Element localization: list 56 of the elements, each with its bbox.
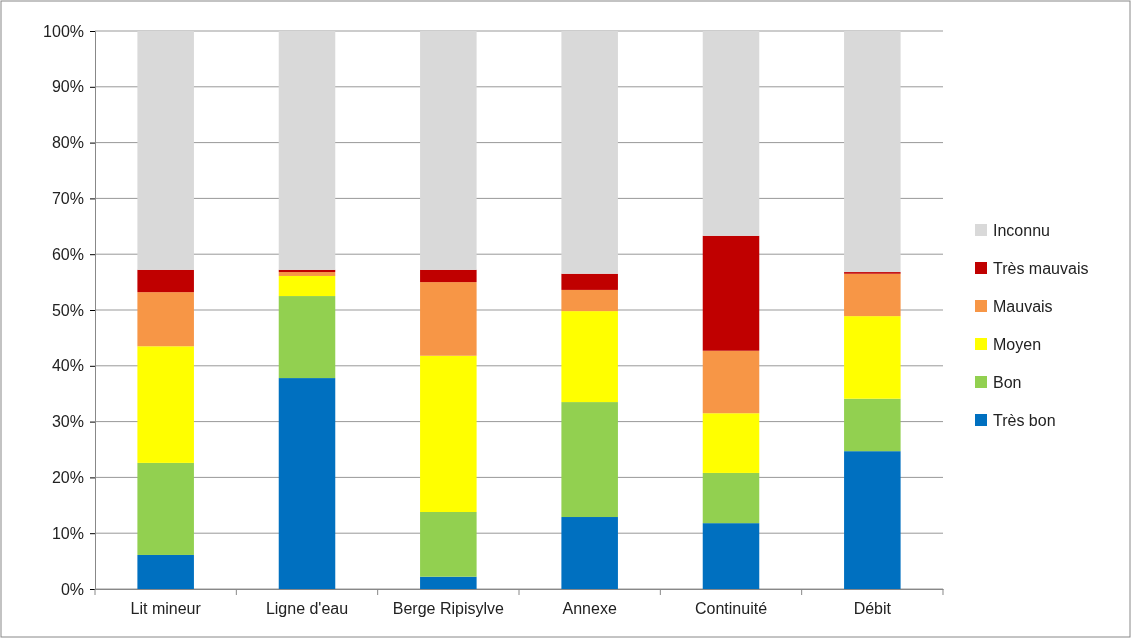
bar (702, 413, 760, 473)
x-tick-label: Berge Ripisylve (392, 600, 505, 618)
bar (844, 273, 901, 317)
bar (278, 31, 336, 270)
legend-label: Bon (993, 374, 1022, 391)
bar (702, 235, 760, 351)
bar (561, 311, 618, 403)
bar (420, 355, 477, 512)
bar (561, 289, 618, 312)
bar (420, 512, 477, 577)
legend-label: Moyen (993, 336, 1042, 353)
bar (561, 273, 618, 290)
bar (702, 472, 760, 524)
bar (278, 378, 336, 589)
bar (561, 517, 618, 589)
bar (702, 523, 760, 589)
bar (137, 292, 194, 347)
x-tick-label: Ligne d'eau (265, 600, 349, 618)
bar (420, 576, 477, 589)
y-tick-label: 80% (51, 134, 84, 152)
legend-label: Mauvais (993, 298, 1053, 315)
bar (137, 462, 194, 555)
bar (278, 296, 336, 379)
bar (844, 451, 901, 589)
y-tick-label: 50% (51, 301, 84, 319)
legend-label: Très mauvais (993, 260, 1089, 277)
bar (137, 554, 194, 589)
legend-label: Inconnu (993, 222, 1050, 239)
y-tick-label: 90% (51, 78, 84, 96)
y-tick-label: 10% (51, 524, 84, 542)
y-tick-label: 20% (51, 469, 84, 487)
x-tick-label: Lit mineur (130, 600, 202, 618)
bar (702, 31, 760, 236)
x-tick-label: Annexe (562, 600, 617, 618)
bar (702, 350, 760, 414)
bar (137, 269, 194, 293)
y-tick-label: 100% (43, 22, 84, 40)
y-tick-label: 60% (51, 245, 84, 263)
bar (137, 346, 194, 463)
bar (420, 269, 477, 283)
x-tick-label: Continuité (694, 600, 768, 618)
y-tick-label: 0% (60, 580, 84, 598)
legend-label: Très bon (993, 412, 1056, 429)
bar (420, 31, 477, 270)
bar (844, 316, 901, 399)
bar (420, 282, 477, 356)
x-tick-label: Débit (853, 600, 892, 618)
bar (137, 31, 194, 270)
bar (844, 398, 901, 452)
y-tick-label: 70% (51, 190, 84, 208)
y-tick-label: 30% (51, 413, 84, 431)
bar (278, 275, 336, 297)
y-tick-label: 40% (51, 357, 84, 375)
bar (844, 31, 901, 273)
bar (561, 31, 618, 274)
bar (561, 402, 618, 518)
